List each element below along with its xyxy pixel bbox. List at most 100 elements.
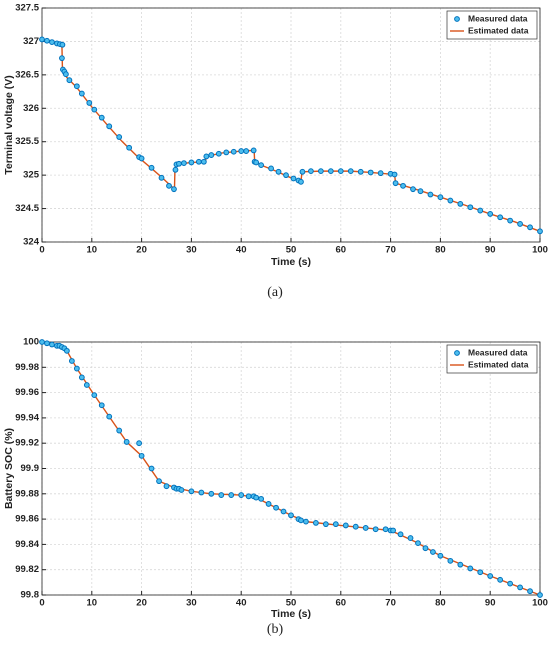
x-tick-label: 30 (186, 245, 197, 256)
x-tick-label: 30 (186, 598, 197, 609)
measured-point (410, 186, 416, 193)
measured-point (298, 517, 304, 524)
measured-point (98, 402, 105, 409)
y-tick-label: 326 (23, 103, 39, 114)
measured-point (457, 200, 464, 207)
x-tick-label: 90 (485, 245, 496, 256)
measured-point (188, 159, 195, 166)
measured-point (181, 160, 187, 167)
measured-point (258, 162, 265, 169)
measured-point (198, 489, 205, 496)
measured-point (44, 37, 50, 44)
measured-point (415, 540, 421, 547)
measured-point (253, 159, 260, 166)
measured-point (390, 527, 396, 534)
measured-point (73, 83, 80, 90)
x-tick-label: 100 (532, 245, 548, 256)
measured-point (367, 169, 374, 176)
measured-point (372, 526, 379, 533)
y-tick-label: 324.5 (15, 203, 39, 214)
measured-point (245, 493, 252, 500)
measured-point (49, 39, 55, 45)
measured-point (39, 339, 45, 345)
measured-point (447, 557, 454, 564)
measured-point (447, 197, 454, 204)
caption: (a) (267, 285, 283, 300)
x-tick-label: 70 (385, 598, 396, 609)
x-tick-label: 60 (336, 598, 347, 609)
measured-point (66, 77, 73, 84)
measured-point (308, 168, 314, 175)
measured-point (487, 573, 494, 579)
axes-box (41, 7, 541, 243)
measured-point (377, 170, 384, 177)
measured-point (78, 90, 85, 97)
measured-point (437, 552, 444, 559)
measured-point (63, 71, 69, 78)
legend-label: Estimated data (468, 25, 529, 35)
y-tick-label: 99.8 (21, 590, 40, 601)
measured-point (313, 519, 319, 526)
legend-label: Measured data (468, 347, 528, 357)
measured-point (283, 172, 289, 179)
measured-point (86, 100, 93, 106)
y-axis-label: Battery SOC (%) (3, 428, 15, 509)
measured-point (230, 148, 237, 155)
measured-point (407, 535, 414, 541)
axes-box (41, 341, 541, 596)
y-tick-label: 327 (23, 36, 39, 47)
caption: (b) (267, 622, 284, 637)
measured-point (39, 36, 45, 43)
measured-point (171, 186, 177, 193)
measured-point (59, 41, 66, 48)
x-tick-label: 0 (39, 245, 44, 256)
measured-point (44, 340, 50, 347)
measured-point (357, 168, 364, 175)
measured-point (188, 488, 195, 495)
y-tick-label: 99.96 (15, 387, 39, 398)
y-axis-label: Terminal voltage (V) (3, 75, 15, 175)
measured-point (148, 465, 155, 472)
measured-point (49, 341, 55, 348)
y-tick-label: 99.82 (15, 564, 39, 575)
y-tick-label: 327.5 (15, 3, 39, 14)
measured-point (303, 518, 309, 525)
x-tick-label: 100 (532, 598, 548, 609)
measured-point (397, 531, 404, 538)
measured-point (457, 561, 464, 568)
legend-marker (454, 16, 460, 22)
measured-point (275, 168, 282, 175)
measured-point (391, 171, 398, 178)
measured-point (437, 194, 444, 201)
y-tick-label: 325 (23, 170, 40, 181)
legend-label: Measured data (468, 13, 528, 23)
measured-point (98, 114, 105, 121)
legend-box (446, 10, 538, 40)
measured-point (392, 180, 399, 187)
measured-point (417, 188, 424, 195)
measured-point (322, 521, 329, 528)
x-tick-label: 10 (87, 245, 98, 256)
measured-point (64, 347, 70, 354)
x-tick-label: 80 (435, 245, 446, 256)
measured-point (126, 144, 133, 151)
y-tick-label: 99.88 (15, 488, 39, 499)
legend-label: Estimated data (468, 359, 529, 369)
measured-point (317, 168, 324, 175)
x-tick-label: 50 (286, 598, 297, 609)
measured-point (91, 106, 98, 113)
x-tick-label: 90 (485, 598, 496, 609)
measured-point (280, 508, 287, 515)
measured-point (223, 149, 230, 156)
x-tick-label: 60 (336, 245, 347, 256)
measured-point (517, 584, 523, 591)
y-tick-label: 326.5 (15, 69, 39, 80)
measured-point (337, 168, 344, 175)
measured-point (166, 182, 172, 189)
measured-point (288, 512, 294, 519)
measured-point (467, 565, 474, 572)
measured-point (427, 191, 434, 198)
y-tick-label: 99.84 (15, 539, 39, 550)
x-tick-label: 0 (39, 598, 44, 609)
